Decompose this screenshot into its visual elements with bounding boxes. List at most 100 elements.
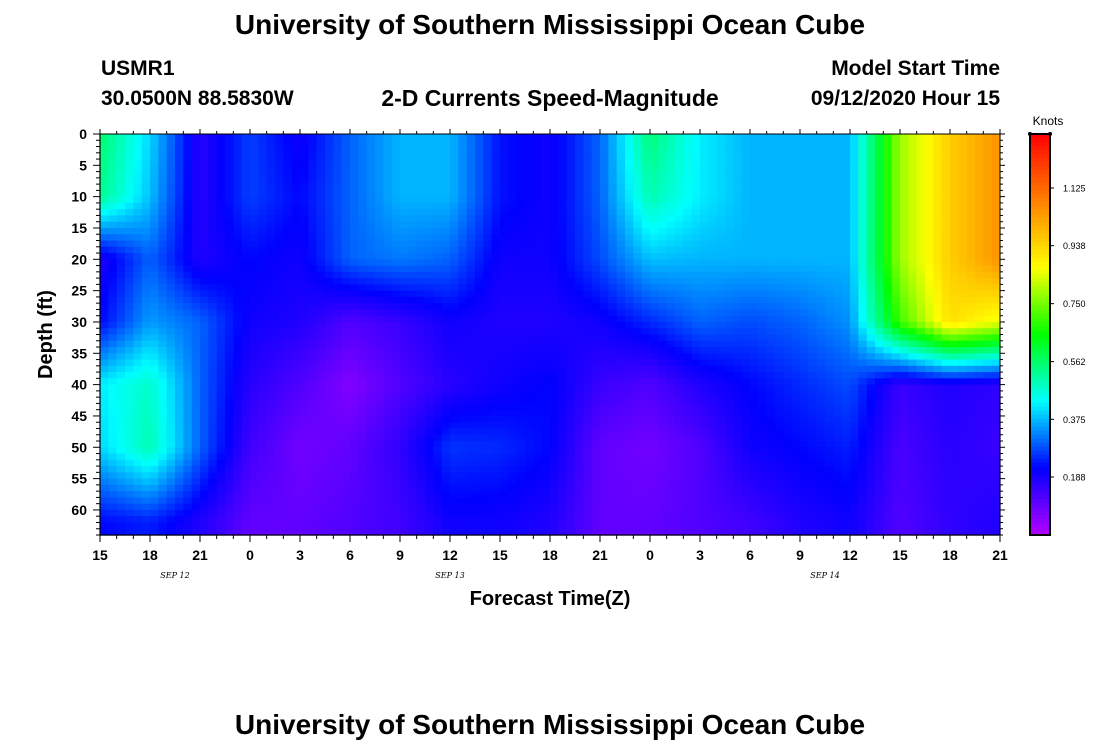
- heatmap-cell: [100, 403, 109, 411]
- heatmap-cell: [625, 390, 634, 398]
- heatmap-cell: [866, 347, 876, 354]
- heatmap-cell: [200, 134, 209, 141]
- heatmap-cell: [725, 415, 734, 423]
- heatmap-cell: [166, 159, 176, 166]
- heatmap-cell: [175, 190, 184, 198]
- heatmap-cell: [383, 365, 393, 373]
- heatmap-cell: [550, 265, 559, 273]
- heatmap-cell: [575, 227, 584, 235]
- heatmap-cell: [608, 146, 618, 154]
- heatmap-cell: [275, 278, 284, 285]
- heatmap-cell: [725, 372, 734, 379]
- heatmap-cell: [208, 422, 218, 430]
- heatmap-cell: [216, 296, 226, 304]
- heatmap-cell: [425, 177, 434, 185]
- heatmap-cell: [933, 397, 943, 405]
- heatmap-cell: [991, 353, 1001, 361]
- heatmap-cell: [366, 359, 376, 367]
- heatmap-cell: [166, 359, 176, 367]
- heatmap-cell: [291, 347, 301, 354]
- heatmap-cell: [300, 328, 309, 336]
- heatmap-cell: [183, 171, 193, 179]
- heatmap-cell: [383, 409, 393, 417]
- heatmap-cell: [183, 177, 193, 185]
- heatmap-cell: [583, 365, 593, 373]
- heatmap-cell: [891, 353, 901, 361]
- heatmap-cell: [941, 340, 951, 348]
- heatmap-cell: [383, 340, 393, 348]
- heatmap-cell: [858, 202, 868, 210]
- heatmap-cell: [900, 321, 909, 329]
- heatmap-cell: [183, 165, 193, 173]
- heatmap-cell: [866, 409, 876, 417]
- heatmap-cell: [508, 296, 518, 304]
- heatmap-cell: [150, 347, 159, 354]
- heatmap-cell: [391, 159, 401, 166]
- heatmap-cell: [233, 359, 243, 367]
- heatmap-cell: [158, 290, 168, 298]
- heatmap-cell: [316, 284, 326, 292]
- heatmap-cell: [250, 184, 259, 191]
- heatmap-cell: [233, 378, 243, 386]
- heatmap-cell: [916, 259, 926, 267]
- heatmap-cell: [141, 240, 151, 248]
- heatmap-cell: [941, 328, 951, 336]
- heatmap-cell: [216, 265, 226, 273]
- heatmap-cell: [516, 196, 526, 204]
- heatmap-cell: [333, 321, 343, 329]
- heatmap-cell: [958, 146, 968, 154]
- heatmap-cell: [225, 196, 234, 204]
- heatmap-cell: [958, 209, 968, 217]
- heatmap-cell: [316, 152, 326, 160]
- heatmap-cell: [516, 240, 526, 248]
- heatmap-cell: [900, 227, 909, 235]
- heatmap-cell: [658, 278, 668, 285]
- heatmap-cell: [133, 234, 143, 242]
- heatmap-cell: [250, 140, 259, 148]
- heatmap-cell: [916, 171, 926, 179]
- heatmap-cell: [375, 384, 384, 392]
- heatmap-cell: [833, 196, 843, 204]
- heatmap-cell: [808, 409, 818, 417]
- heatmap-cell: [325, 334, 334, 342]
- heatmap-cell: [333, 246, 343, 254]
- heatmap-cell: [533, 253, 543, 260]
- heatmap-cell: [241, 227, 251, 235]
- heatmap-cell: [250, 259, 259, 267]
- heatmap-cell: [883, 165, 893, 173]
- heatmap-cell: [958, 315, 968, 323]
- heatmap-cell: [116, 265, 126, 273]
- heatmap-cell: [408, 321, 418, 329]
- heatmap-cell: [750, 152, 759, 160]
- heatmap-cell: [458, 328, 468, 336]
- heatmap-cell: [208, 315, 218, 323]
- heatmap-cell: [533, 165, 543, 173]
- heatmap-cell: [491, 171, 501, 179]
- heatmap-cell: [133, 315, 143, 323]
- heatmap-cell: [500, 328, 509, 336]
- heatmap-cell: [425, 146, 434, 154]
- heatmap-cell: [350, 146, 359, 154]
- heatmap-cell: [433, 334, 443, 342]
- heatmap-cell: [483, 278, 493, 285]
- heatmap-cell: [191, 422, 201, 430]
- heatmap-cell: [575, 290, 584, 298]
- heatmap-cell: [441, 303, 451, 311]
- heatmap-cell: [375, 202, 384, 210]
- heatmap-cell: [125, 134, 134, 141]
- heatmap-cell: [408, 365, 418, 373]
- heatmap-cell: [375, 215, 384, 223]
- heatmap-cell: [225, 359, 234, 367]
- heatmap-cell: [325, 278, 334, 285]
- heatmap-cell: [933, 196, 943, 204]
- heatmap-cell: [525, 347, 534, 354]
- heatmap-cell: [258, 347, 268, 354]
- heatmap-cell: [200, 271, 209, 279]
- heatmap-cell: [150, 278, 159, 285]
- heatmap-cell: [733, 259, 743, 267]
- heatmap-cell: [375, 409, 384, 417]
- heatmap-cell: [775, 390, 784, 398]
- heatmap-cell: [741, 353, 751, 361]
- heatmap-cell: [700, 253, 709, 260]
- heatmap-cell: [491, 415, 501, 423]
